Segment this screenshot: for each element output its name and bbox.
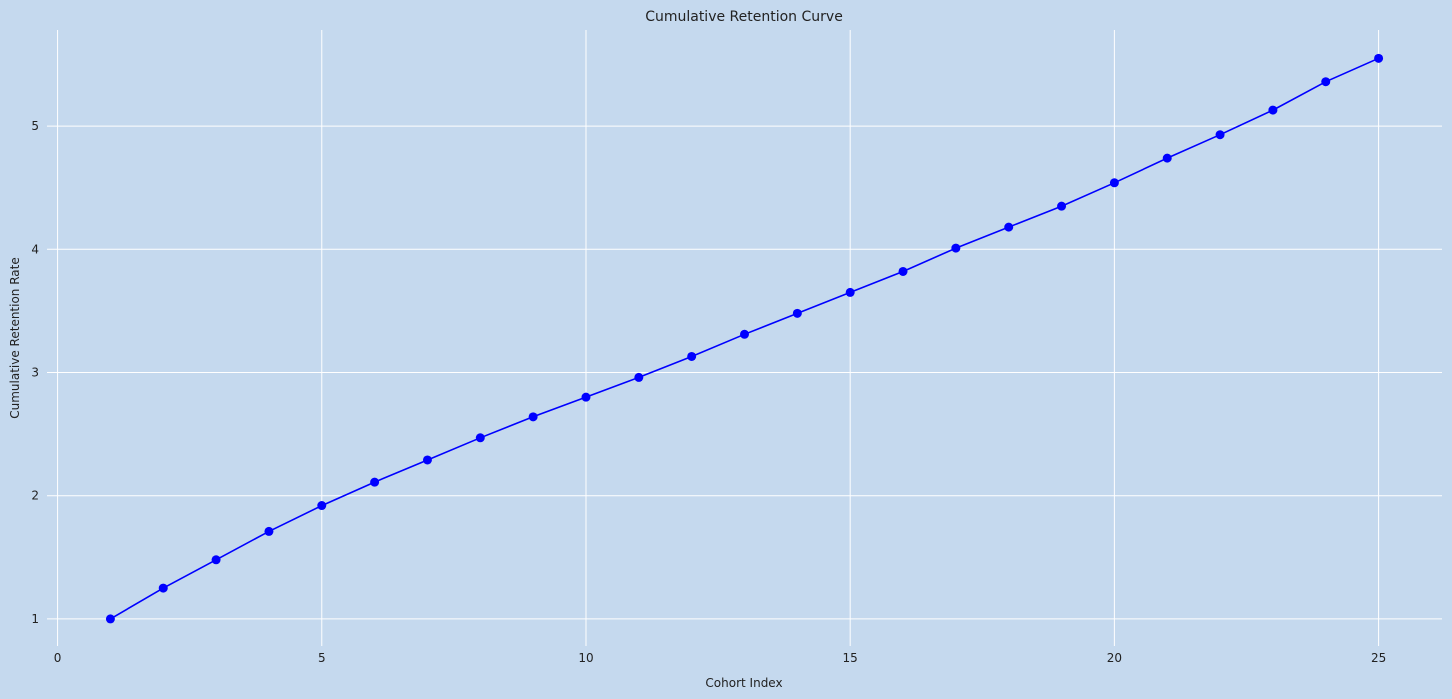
- x-tick-labels: 0 5 10 15 20 25: [54, 651, 1386, 665]
- data-point-4: [264, 526, 274, 536]
- x-tick-label-3: 15: [843, 651, 858, 665]
- data-point-17: [951, 243, 961, 253]
- data-point-14: [792, 308, 802, 318]
- data-point-3: [211, 555, 221, 565]
- data-point-22: [1215, 130, 1225, 140]
- x-grid: [57, 30, 1380, 646]
- x-tick-label-5: 25: [1371, 651, 1386, 665]
- x-tick-label-1: 5: [318, 651, 326, 665]
- x-tick-label-0: 0: [54, 651, 62, 665]
- data-point-5: [317, 501, 327, 511]
- data-point-19: [1057, 201, 1067, 211]
- y-tick-labels: 1 2 3 4 5: [31, 119, 39, 626]
- y-axis-label: Cumulative Retention Rate: [8, 257, 22, 419]
- y-tick-label-4: 5: [31, 119, 39, 133]
- y-tick-label-0: 1: [31, 612, 39, 626]
- data-point-7: [422, 455, 432, 465]
- data-point-21: [1162, 153, 1172, 163]
- data-point-2: [158, 583, 168, 593]
- data-point-9: [528, 412, 538, 422]
- data-point-20: [1109, 178, 1119, 188]
- data-point-6: [370, 477, 380, 487]
- data-point-8: [475, 433, 485, 443]
- y-grid: [47, 125, 1442, 620]
- series-points: [105, 53, 1384, 624]
- data-point-24: [1321, 77, 1331, 87]
- y-tick-label-1: 2: [31, 489, 39, 503]
- data-point-11: [634, 372, 644, 382]
- data-point-18: [1004, 222, 1014, 232]
- x-tick-label-4: 20: [1107, 651, 1122, 665]
- x-axis-label: Cohort Index: [705, 676, 782, 690]
- data-point-13: [740, 329, 749, 339]
- data-point-16: [898, 266, 908, 276]
- data-point-1: [105, 614, 115, 624]
- y-tick-label-2: 3: [31, 365, 39, 379]
- y-tick-label-3: 4: [31, 242, 39, 256]
- chart-title: Cumulative Retention Curve: [645, 9, 843, 25]
- data-point-15: [845, 287, 855, 297]
- data-point-10: [581, 392, 591, 402]
- data-point-12: [687, 351, 697, 361]
- data-point-23: [1268, 105, 1278, 115]
- data-point-25: [1374, 53, 1384, 63]
- x-tick-label-2: 10: [578, 651, 593, 665]
